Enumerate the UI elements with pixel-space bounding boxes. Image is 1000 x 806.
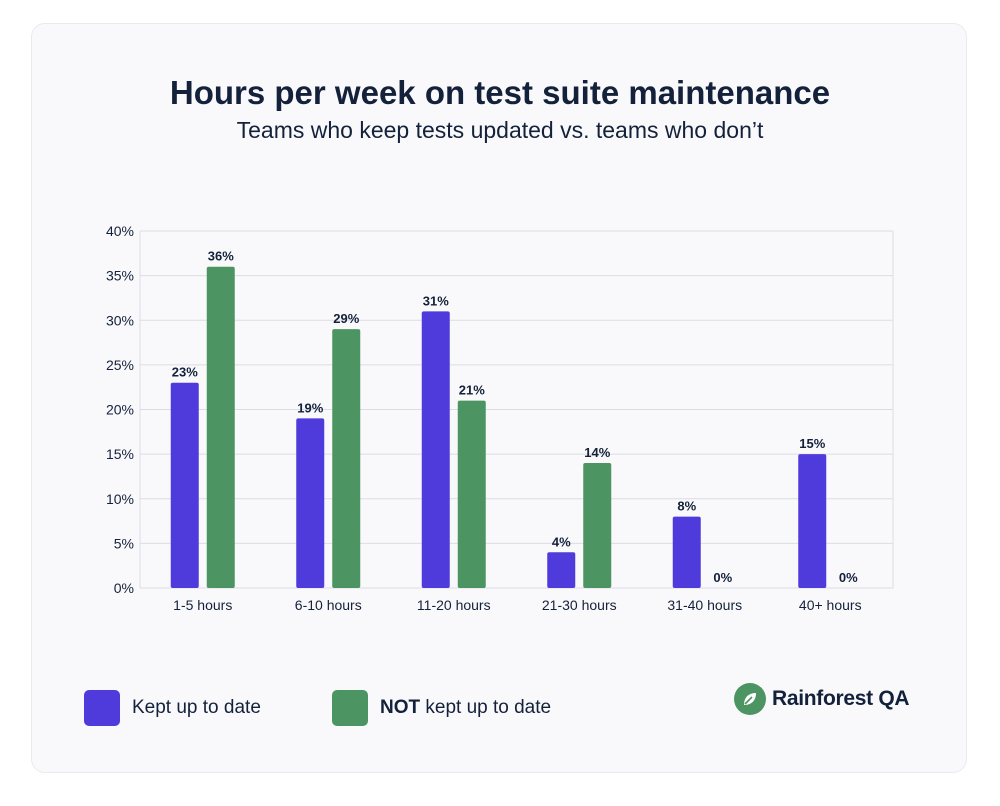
data-label: 15%	[799, 436, 825, 451]
bar-kept	[672, 516, 701, 588]
legend-swatch-not-kept	[332, 690, 368, 726]
y-tick-label: 0%	[114, 580, 134, 596]
data-label: 0%	[839, 570, 858, 585]
y-tick-label: 25%	[106, 357, 134, 373]
logo-text: Rainforest QA	[772, 687, 910, 710]
legend-swatch-kept	[84, 690, 120, 726]
x-tick-label: 40+ hours	[799, 597, 862, 613]
bar-not-kept	[332, 329, 361, 588]
data-label: 4%	[552, 534, 571, 549]
legend-label-not-rest: kept up to date	[420, 697, 552, 718]
bar-kept	[170, 382, 199, 588]
legend-label-not-bold: NOT	[380, 697, 421, 718]
gridlines	[139, 230, 894, 589]
y-tick-label: 15%	[106, 446, 134, 462]
y-tick-label: 5%	[114, 535, 134, 551]
legend-label-kept: Kept up to date	[132, 697, 261, 718]
bar-not-kept	[457, 400, 486, 588]
bar-not-kept	[583, 463, 612, 588]
data-label: 21%	[459, 383, 485, 398]
x-tick-label: 31-40 hours	[667, 597, 742, 613]
bar-kept	[798, 454, 827, 588]
y-tick-label: 40%	[106, 223, 134, 239]
data-label: 31%	[423, 293, 449, 308]
rainforest-logo: Rainforest QA	[734, 683, 910, 715]
data-label: 19%	[297, 400, 323, 415]
data-label: 14%	[584, 445, 610, 460]
y-axis-ticks: 0% 5% 10% 15% 20% 25% 30% 35% 40%	[106, 223, 134, 596]
x-tick-label: 1-5 hours	[173, 597, 232, 613]
bar-kept	[296, 418, 325, 588]
x-tick-label: 6-10 hours	[295, 597, 362, 613]
x-tick-label: 21-30 hours	[542, 597, 617, 613]
y-tick-label: 10%	[106, 491, 134, 507]
chart-title: Hours per week on test suite maintenance	[169, 74, 831, 111]
legend-item-kept: Kept up to date	[84, 690, 261, 726]
bar-not-kept	[206, 266, 235, 588]
bar-kept	[421, 311, 450, 588]
x-tick-label: 11-20 hours	[417, 597, 491, 613]
y-tick-label: 30%	[106, 312, 134, 328]
y-tick-label: 35%	[106, 268, 134, 284]
data-label: 23%	[172, 365, 198, 380]
bar-kept	[547, 552, 576, 588]
data-label: 0%	[713, 570, 732, 585]
leaf-icon	[734, 683, 766, 715]
legend-item-not-kept: NOT kept up to date	[332, 690, 551, 726]
x-axis-ticks: 1-5 hours 6-10 hours 11-20 hours 21-30 hour…	[173, 597, 861, 613]
bars: 23% 36% 19% 29% 31% 21% 4% 14% 8% 0% 15% 0%	[170, 249, 858, 588]
chart-subtitle: Teams who keep tests updated vs. teams w…	[236, 117, 764, 143]
legend-label-not-kept: NOT kept up to date	[380, 697, 551, 719]
y-tick-label: 20%	[106, 402, 134, 418]
data-label: 8%	[677, 499, 696, 514]
data-label: 36%	[208, 249, 234, 264]
data-label: 29%	[333, 311, 359, 326]
